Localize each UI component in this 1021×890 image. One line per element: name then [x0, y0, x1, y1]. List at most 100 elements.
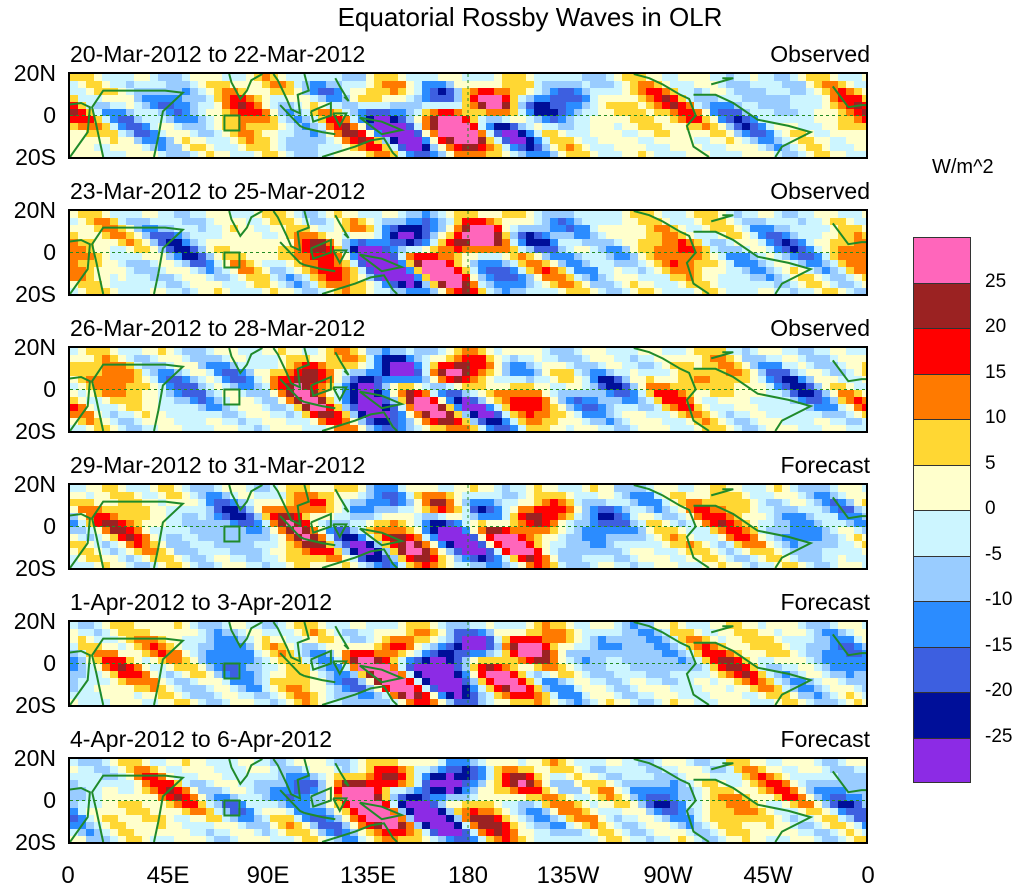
olr-cell: [206, 548, 215, 556]
olr-cell: [102, 137, 111, 145]
olr-cell: [462, 397, 471, 405]
olr-cell: [710, 137, 719, 145]
olr-cell: [470, 485, 479, 493]
olr-cell: [838, 211, 847, 219]
olr-cell: [270, 109, 279, 117]
olr-cell: [582, 137, 591, 145]
olr-cell: [374, 548, 383, 556]
olr-cell: [366, 267, 375, 275]
olr-cell: [254, 225, 263, 233]
olr-cell: [582, 418, 591, 426]
olr-cell: [790, 116, 799, 124]
olr-cell: [470, 506, 479, 514]
olr-cell: [494, 548, 503, 556]
olr-cell: [814, 246, 823, 254]
olr-cell: [206, 274, 215, 282]
coastline: [633, 211, 710, 294]
olr-cell: [438, 239, 447, 247]
olr-cell: [598, 288, 607, 294]
olr-cell: [774, 506, 783, 514]
olr-cell: [774, 404, 783, 412]
olr-cell: [702, 376, 711, 384]
olr-cell: [350, 246, 359, 254]
coastline: [91, 363, 186, 431]
olr-cell: [270, 95, 279, 103]
olr-cell: [318, 383, 327, 391]
coastline: [304, 401, 336, 410]
olr-cell: [406, 541, 415, 549]
olr-cell: [366, 74, 375, 82]
olr-cell: [766, 137, 775, 145]
olr-cell: [150, 348, 159, 356]
olr-cell: [814, 376, 823, 384]
olr-cell: [142, 109, 151, 117]
olr-cell: [702, 541, 711, 549]
olr-cell: [406, 362, 415, 370]
olr-cell: [638, 562, 647, 568]
olr-cell: [190, 425, 199, 431]
olr-cell: [734, 151, 743, 157]
olr-cell: [190, 534, 199, 542]
olr-cell: [734, 225, 743, 233]
olr-cell: [470, 211, 479, 219]
olr-cell: [766, 218, 775, 226]
olr-cell: [102, 555, 111, 563]
olr-cell: [638, 555, 647, 563]
olr-cell: [334, 260, 343, 268]
olr-cell: [318, 548, 327, 556]
olr-cell: [126, 562, 135, 568]
olr-cell: [462, 506, 471, 514]
olr-cell: [742, 397, 751, 405]
olr-cell: [614, 260, 623, 268]
olr-cell: [598, 95, 607, 103]
olr-cell: [726, 376, 735, 384]
olr-cell: [862, 260, 866, 268]
olr-cell: [574, 348, 583, 356]
olr-cell: [854, 418, 863, 426]
olr-cell: [430, 211, 439, 219]
olr-cell: [310, 95, 319, 103]
olr-cell: [470, 123, 479, 131]
olr-cell: [358, 123, 367, 131]
olr-cell: [654, 418, 663, 426]
olr-cell: [670, 137, 679, 145]
olr-cell: [814, 267, 823, 275]
olr-cell: [846, 348, 855, 356]
olr-cell: [222, 369, 231, 377]
olr-cell: [118, 239, 127, 247]
coastline: [70, 101, 91, 157]
olr-cell: [494, 102, 503, 110]
olr-cell: [758, 513, 767, 521]
olr-cell: [614, 232, 623, 240]
olr-cell: [102, 274, 111, 282]
olr-cell: [558, 390, 567, 398]
olr-cell: [310, 622, 319, 630]
olr-cell: [110, 74, 119, 82]
olr-cell: [702, 499, 711, 507]
olr-cell: [822, 260, 831, 268]
olr-cell: [422, 81, 431, 89]
olr-cell: [598, 527, 607, 535]
olr-cell: [398, 425, 407, 431]
olr-cell: [862, 348, 866, 356]
olr-cell: [206, 211, 215, 219]
olr-cell: [406, 95, 415, 103]
olr-cell: [454, 555, 463, 563]
olr-cell: [230, 95, 239, 103]
olr-cell: [102, 425, 111, 431]
olr-cell: [126, 485, 135, 493]
olr-cell: [134, 397, 143, 405]
olr-cell: [366, 130, 375, 138]
olr-cell: [614, 425, 623, 431]
olr-cell: [638, 499, 647, 507]
olr-cell: [774, 253, 783, 261]
olr-cell: [822, 246, 831, 254]
olr-cell: [510, 253, 519, 261]
olr-cell: [286, 246, 295, 254]
olr-cell: [118, 390, 127, 398]
olr-cell: [742, 499, 751, 507]
olr-cell: [614, 555, 623, 563]
olr-cell: [678, 562, 687, 568]
olr-cell: [254, 144, 263, 152]
olr-cell: [510, 239, 519, 247]
